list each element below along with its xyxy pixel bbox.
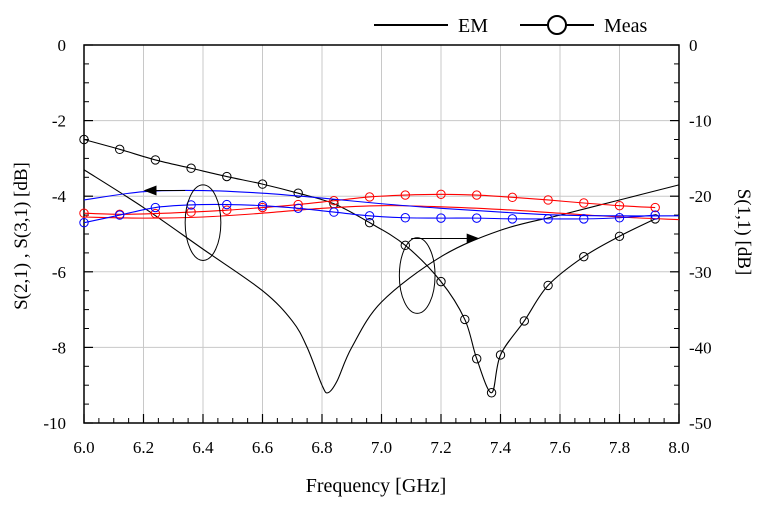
series-5-meas-point [507, 214, 518, 224]
series-5-meas-point [329, 207, 339, 217]
series-1-meas-point [543, 280, 553, 291]
series-3-meas-point [222, 205, 232, 215]
legend-em-label: EM [458, 15, 488, 37]
annotation-ellipse [398, 237, 436, 314]
series-group [79, 134, 680, 398]
series-1-meas-point [460, 314, 470, 325]
series-5-meas-point [293, 203, 303, 213]
left-y-tick-label: -10 [43, 414, 66, 433]
series-1-meas-point [519, 316, 529, 326]
annotation-arrow-head [466, 233, 480, 244]
right-y-tick-label: 0 [689, 36, 698, 55]
series-1-meas-point [150, 155, 161, 165]
annotation-arrow-head [143, 185, 157, 196]
x-tick-label: 6.0 [73, 438, 94, 457]
series-1-meas-point [186, 163, 196, 173]
series-3-meas-point [400, 190, 410, 200]
series-1-meas-point [400, 240, 410, 251]
series-5-meas-point [364, 211, 375, 221]
x-tick-label: 6.8 [311, 438, 332, 457]
series-3-meas-point [364, 192, 375, 202]
right-y-tick-label: -40 [689, 338, 712, 357]
series-1-meas-point [115, 144, 125, 155]
series-3-meas-point [614, 200, 625, 211]
series-1-meas-point [222, 171, 232, 182]
series-5-meas-point [650, 210, 660, 220]
series-5-meas-point [579, 214, 589, 224]
series-5-meas-point [614, 213, 625, 223]
series-3-meas-point [186, 207, 196, 217]
series-3-meas-line [83, 193, 656, 215]
series-1-meas-line [83, 138, 656, 394]
left-y-tick-label: 0 [58, 36, 67, 55]
series-1-meas-point [614, 231, 625, 241]
left-y-axis-label: S(2,1) , S(3,1) [dB] [11, 162, 32, 310]
series-4-em-line [83, 189, 680, 217]
grid [84, 45, 679, 423]
series-5-meas-point [472, 213, 482, 223]
series-1-meas-point [579, 251, 589, 262]
series-1-meas-point [495, 350, 506, 360]
right-y-tick-label: -50 [689, 414, 712, 433]
series-0-em-line [83, 169, 680, 394]
series-3-meas-point [543, 195, 553, 205]
series-5-meas-point [436, 213, 446, 223]
left-y-tick-label: -6 [52, 263, 66, 282]
series-3-meas-point [436, 189, 446, 200]
series-5-meas-point [222, 199, 232, 210]
series-5-meas-point [400, 213, 410, 223]
annotation-ellipse [184, 184, 222, 261]
annotations [143, 184, 480, 314]
x-tick-label: 7.8 [609, 438, 630, 457]
x-tick-label: 7.0 [371, 438, 392, 457]
series-1-meas-point [293, 188, 303, 198]
series-3-meas-point [79, 208, 89, 218]
series-3-meas-point [329, 196, 339, 206]
series-5-meas-point [150, 202, 161, 213]
series-3-meas-point [507, 192, 518, 203]
series-1-meas-point [486, 388, 497, 398]
legend: EM Meas [374, 15, 648, 37]
series-5-meas-point [543, 214, 553, 224]
x-tick-label: 6.6 [252, 438, 273, 457]
left-y-tick-label: -4 [52, 187, 67, 206]
right-y-tick-label: -30 [689, 263, 712, 282]
series-3-meas-point [579, 198, 589, 208]
axis-ticks [83, 44, 680, 424]
series-3-meas-point [650, 202, 660, 213]
series-1-meas-point [472, 354, 482, 364]
right-y-tick-label: -10 [689, 112, 712, 131]
left-y-tick-labels: 0 -2 -4 -6 -8 -10 [43, 36, 66, 433]
x-tick-label: 7.2 [430, 438, 451, 457]
series-5-meas-point [257, 200, 268, 211]
x-tick-label: 7.6 [549, 438, 570, 457]
series-3-meas-point [472, 190, 482, 200]
x-tick-label: 7.4 [490, 438, 512, 457]
series-1-meas-point [79, 134, 89, 145]
series-5-meas-point [115, 210, 125, 220]
right-y-tick-labels: 0 -10 -20 -30 -40 -50 [689, 36, 712, 433]
series-5-meas-point [79, 217, 89, 228]
x-tick-label: 6.4 [192, 438, 214, 457]
x-tick-label: 6.2 [133, 438, 154, 457]
legend-meas-label: Meas [604, 15, 648, 37]
series-5-meas-line [83, 203, 656, 224]
series-1-meas-point [257, 179, 268, 189]
x-axis-label: Frequency [GHz] [306, 475, 447, 497]
series-1-meas-point [436, 276, 446, 287]
right-y-axis-label: S(1,1) [dB] [733, 189, 754, 276]
series-3-meas-point [150, 208, 161, 219]
left-y-tick-label: -8 [52, 338, 66, 357]
legend-meas-marker [547, 15, 567, 35]
left-y-tick-label: -2 [52, 112, 66, 131]
series-1-meas-point [364, 217, 375, 228]
x-tick-label: 8.0 [668, 438, 689, 457]
x-tick-labels: 6.0 6.2 6.4 6.6 6.8 7.0 7.2 7.4 7.6 7.8 8.0 [73, 438, 689, 457]
right-y-tick-label: -20 [689, 187, 712, 206]
